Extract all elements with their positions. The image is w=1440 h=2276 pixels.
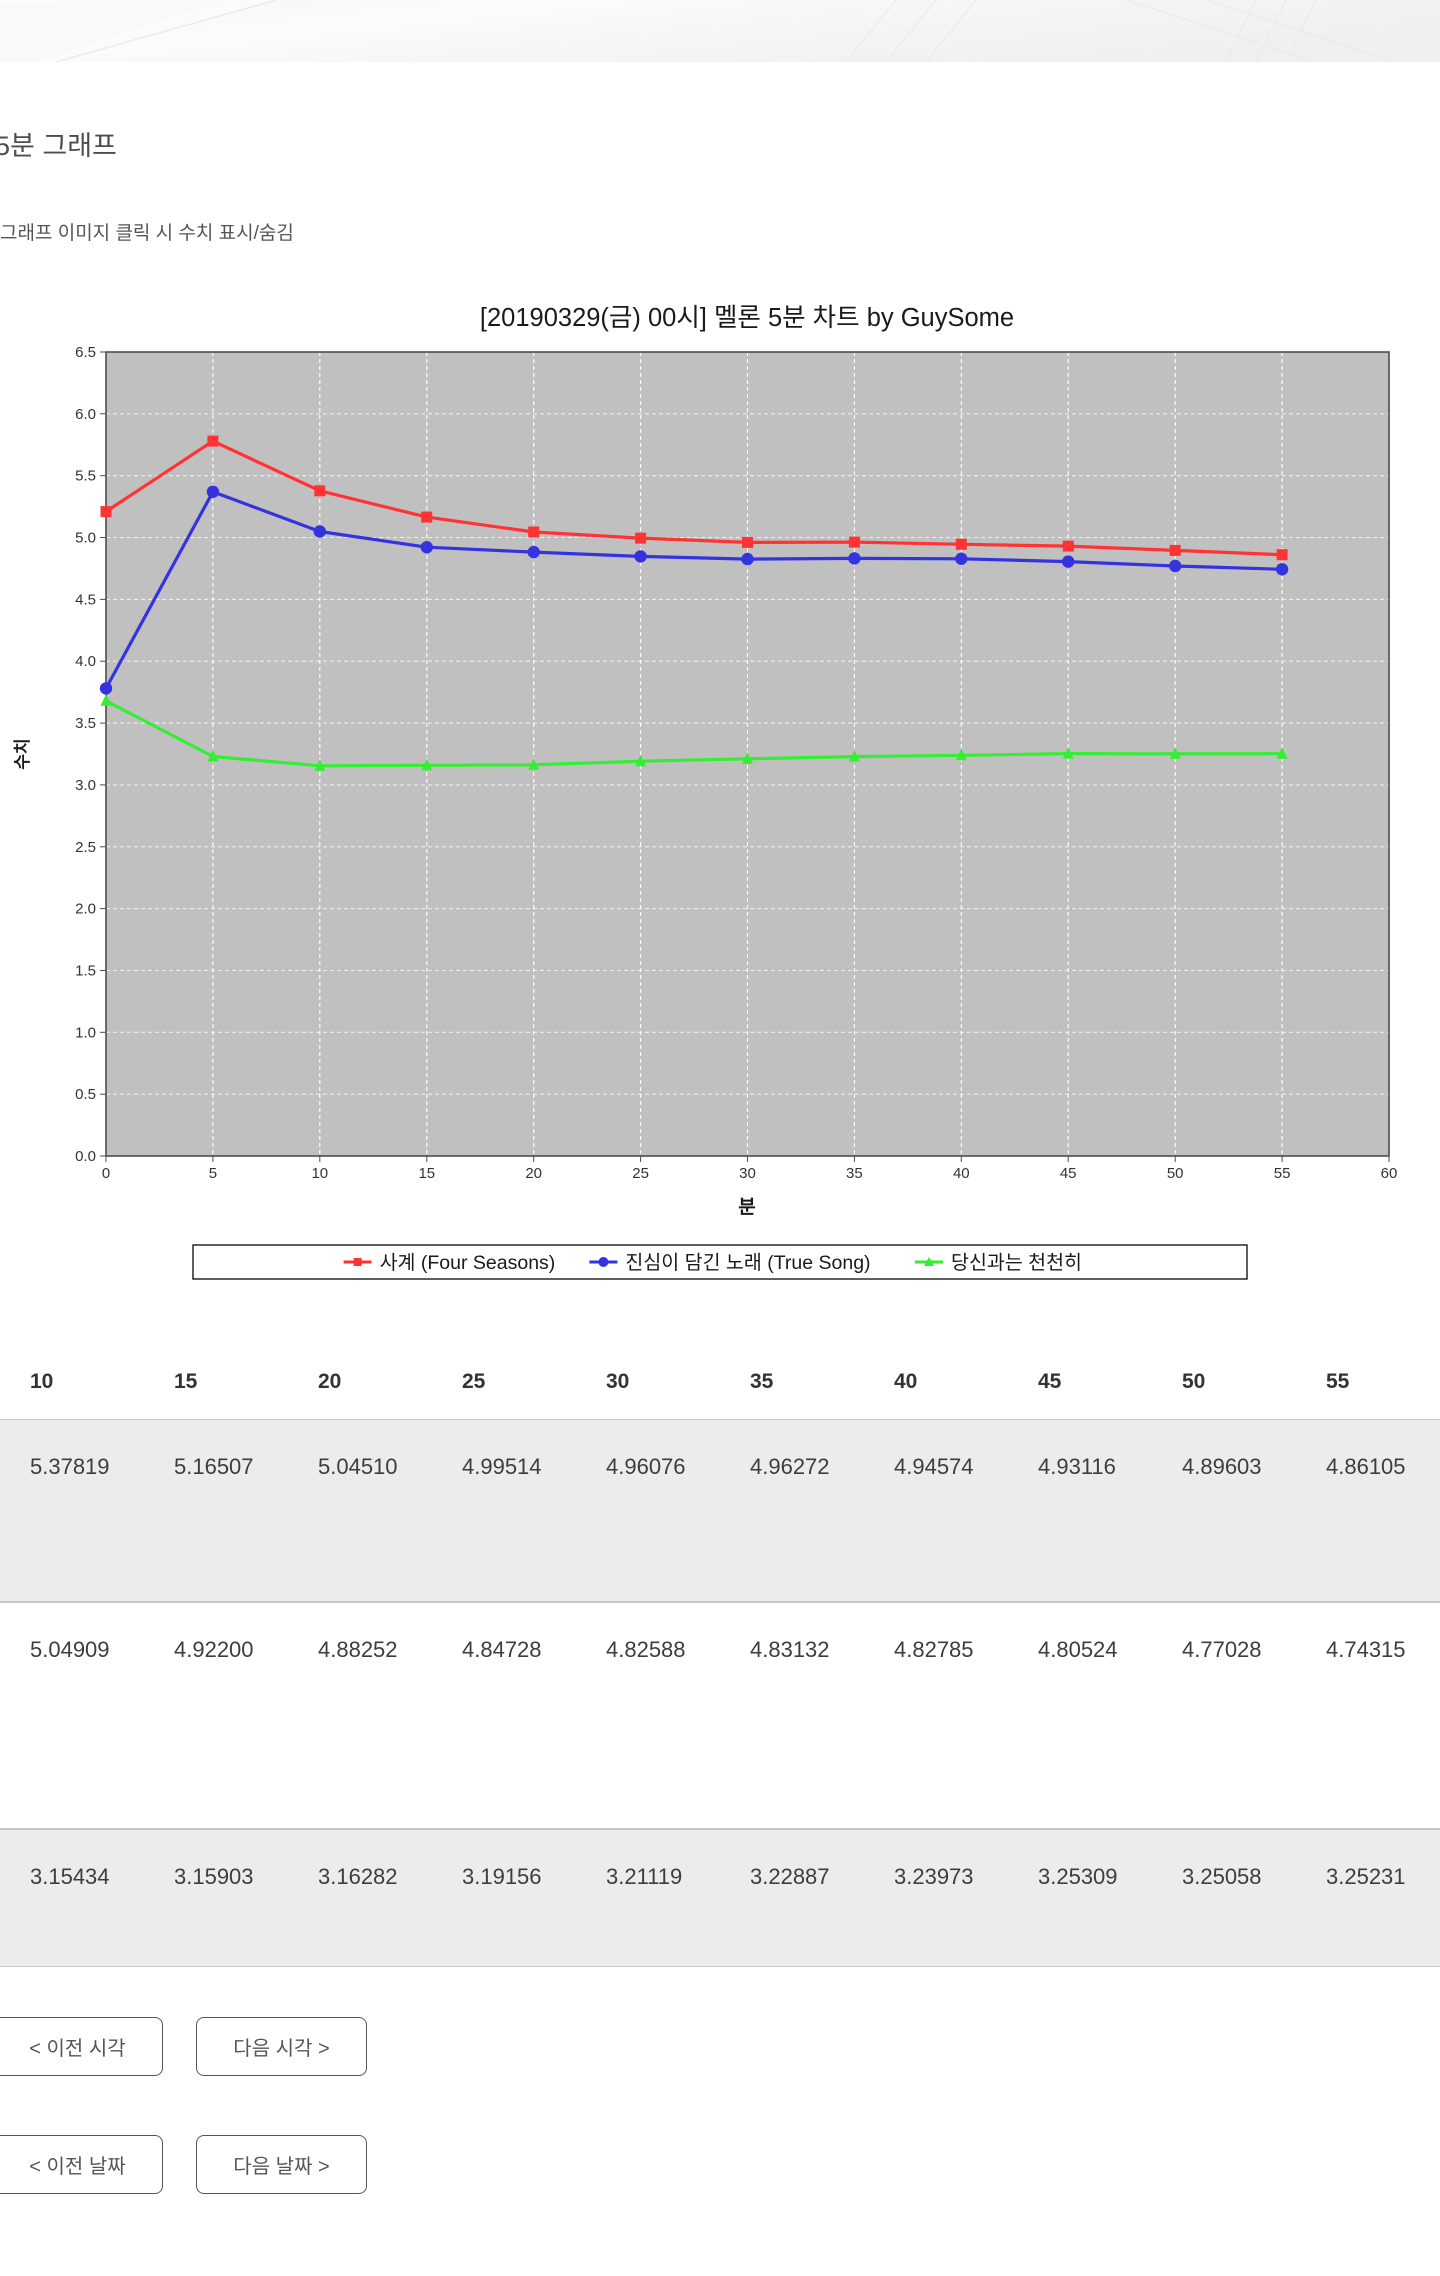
svg-text:0.0: 0.0 (75, 1148, 96, 1165)
svg-text:2.5: 2.5 (75, 839, 96, 856)
svg-text:6.5: 6.5 (75, 344, 96, 361)
svg-text:1.5: 1.5 (75, 963, 96, 980)
svg-text:35: 35 (846, 1165, 863, 1182)
svg-text:3.0: 3.0 (75, 777, 96, 794)
svg-text:30: 30 (739, 1165, 756, 1182)
svg-text:3.5: 3.5 (75, 715, 96, 732)
svg-text:10: 10 (311, 1165, 328, 1182)
svg-text:4.5: 4.5 (75, 591, 96, 608)
svg-text:50: 50 (1167, 1165, 1184, 1182)
svg-text:사계 (Four Seasons): 사계 (Four Seasons) (380, 1252, 556, 1274)
svg-text:40: 40 (953, 1165, 970, 1182)
svg-text:[20190329(금) 00시] 멜론 5분 차트 by: [20190329(금) 00시] 멜론 5분 차트 by GuySome (480, 304, 1014, 332)
svg-text:60: 60 (1381, 1165, 1398, 1182)
svg-text:0.5: 0.5 (75, 1086, 96, 1103)
svg-text:5.5: 5.5 (75, 468, 96, 485)
svg-text:1.0: 1.0 (75, 1024, 96, 1041)
svg-text:45: 45 (1060, 1165, 1077, 1182)
svg-text:분: 분 (738, 1196, 755, 1218)
svg-text:55: 55 (1274, 1165, 1291, 1182)
svg-text:15: 15 (418, 1165, 435, 1182)
svg-text:25: 25 (632, 1165, 649, 1182)
svg-text:4.0: 4.0 (75, 653, 96, 670)
svg-text:20: 20 (525, 1165, 542, 1182)
svg-text:수치: 수치 (13, 738, 32, 769)
svg-text:5: 5 (209, 1165, 217, 1182)
svg-text:6.0: 6.0 (75, 406, 96, 423)
svg-text:진심이 담긴 노래 (True Song): 진심이 담긴 노래 (True Song) (625, 1252, 870, 1274)
svg-text:5.0: 5.0 (75, 530, 96, 547)
svg-text:2.0: 2.0 (75, 901, 96, 918)
svg-text:0: 0 (102, 1165, 110, 1182)
svg-text:당신과는 천천히: 당신과는 천천히 (951, 1252, 1082, 1274)
